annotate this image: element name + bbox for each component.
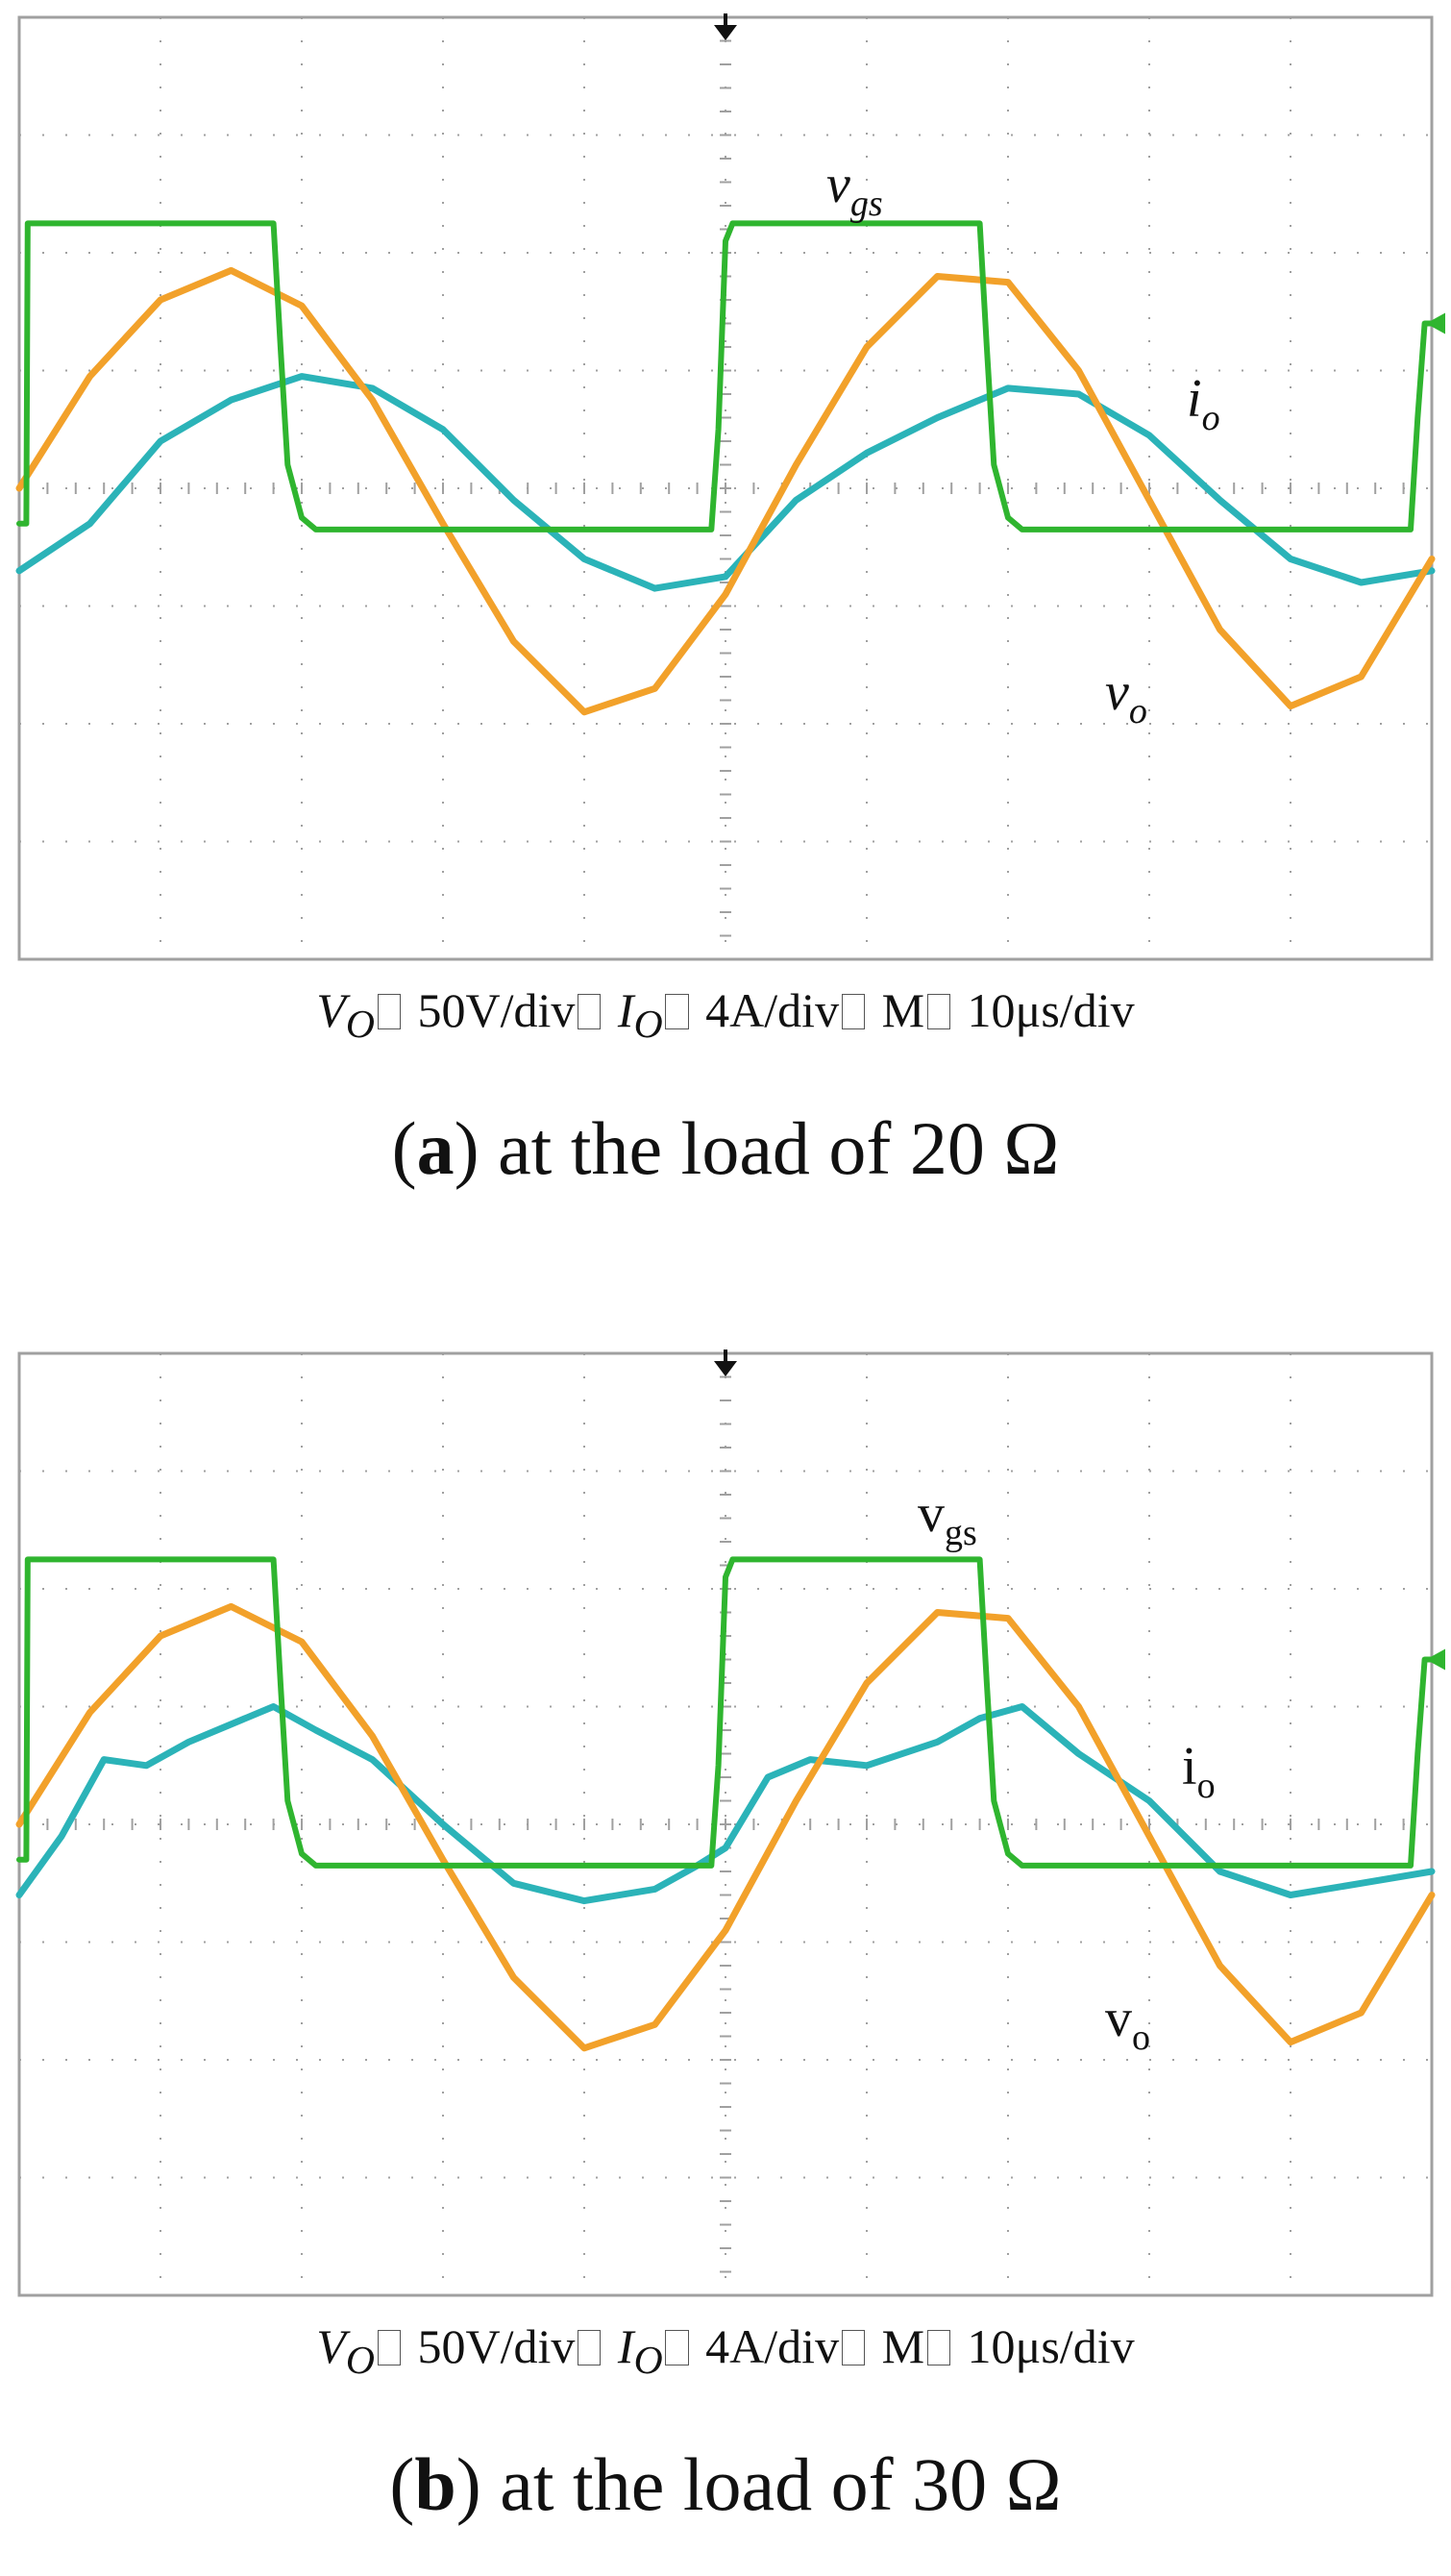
caption-text: at the load of 30 Ω (480, 2442, 1062, 2526)
vo-label: vo (1105, 1989, 1150, 2058)
vo-scale: 50V/div (417, 2319, 576, 2373)
vgs-label-symbol: v (826, 155, 850, 214)
vgs-label-subscript: gs (850, 184, 883, 224)
caption-text: at the load of 20 Ω (479, 1106, 1060, 1190)
io-label-subscript: o (1197, 1766, 1216, 1806)
panel-a: vgs io vo VO 50V/div IO 4A/div M 10μs/div (a) a… (0, 13, 1451, 1190)
vo-trace (15, 1602, 1436, 2052)
vgs-label-subscript: gs (945, 1513, 977, 1553)
io-subscript: O (633, 1003, 663, 1047)
vgs-label-symbol: v (918, 1484, 945, 1544)
scale-settings-a: VO 50V/div IO 4A/div M 10μs/div (0, 982, 1451, 1048)
vgs-label: vgs (826, 155, 883, 224)
caption-letter: a (416, 1106, 455, 1190)
separator-glyph (577, 993, 602, 1029)
vo-label-symbol: v (1105, 1989, 1132, 2048)
io-label-subscript: o (1202, 398, 1220, 438)
caption-letter: b (414, 2442, 456, 2526)
io-subscript: O (633, 2339, 663, 2383)
separator-glyph (665, 2329, 689, 2365)
separator-glyph (841, 2329, 866, 2365)
panel-b: vgs io vo VO 50V/div IO 4A/div M 10μs/div (b) a… (0, 1336, 1451, 2576)
vo-subscript: O (345, 1003, 376, 1047)
caption-a: (a) at the load of 20 Ω (391, 1106, 1060, 1190)
io-label-symbol: i (1182, 1737, 1197, 1796)
separator-glyph (377, 2329, 402, 2365)
separator-glyph (377, 993, 402, 1029)
trigger-position-marker (714, 13, 737, 40)
time-scale: 10μs/div (967, 2319, 1135, 2373)
trigger-level-marker (1426, 1648, 1445, 1671)
separator-glyph (665, 993, 689, 1029)
separator-glyph (926, 2329, 951, 2365)
vgs-trace (16, 1556, 1435, 1869)
io-label: io (1182, 1737, 1216, 1806)
io-label: io (1187, 369, 1220, 438)
vo-label-symbol: v (1105, 662, 1129, 722)
vo-symbol: V (316, 983, 346, 1037)
io-trace (15, 373, 1436, 592)
vo-trace (15, 266, 1436, 716)
trigger-level-marker (1426, 312, 1445, 334)
vo-subscript: O (345, 2339, 376, 2383)
io-scale: 4A/div (705, 2319, 840, 2373)
io-symbol: I (617, 2319, 634, 2373)
io-scale: 4A/div (705, 983, 840, 1037)
scale-settings-b: VO 50V/div IO 4A/div M 10μs/div (0, 2318, 1451, 2384)
graticule (17, 15, 1434, 961)
separator-glyph (577, 2329, 602, 2365)
io-symbol: I (617, 983, 634, 1037)
graticule (17, 1351, 1434, 2297)
vo-label-subscript: o (1129, 691, 1147, 731)
time-scale: 10μs/div (967, 983, 1135, 1037)
vgs-trace (16, 220, 1435, 533)
vo-label: vo (1105, 662, 1147, 731)
separator-glyph (841, 993, 866, 1029)
vo-symbol: V (316, 2319, 346, 2373)
separator-glyph (926, 993, 951, 1029)
vgs-label: vgs (918, 1484, 977, 1553)
m-symbol: M (881, 2319, 925, 2373)
trigger-position-marker (714, 1350, 737, 1376)
io-label-symbol: i (1187, 369, 1202, 429)
vo-scale: 50V/div (417, 983, 576, 1037)
vo-label-subscript: o (1132, 2018, 1150, 2058)
m-symbol: M (881, 983, 925, 1037)
caption-b: (b) at the load of 30 Ω (389, 2442, 1062, 2526)
